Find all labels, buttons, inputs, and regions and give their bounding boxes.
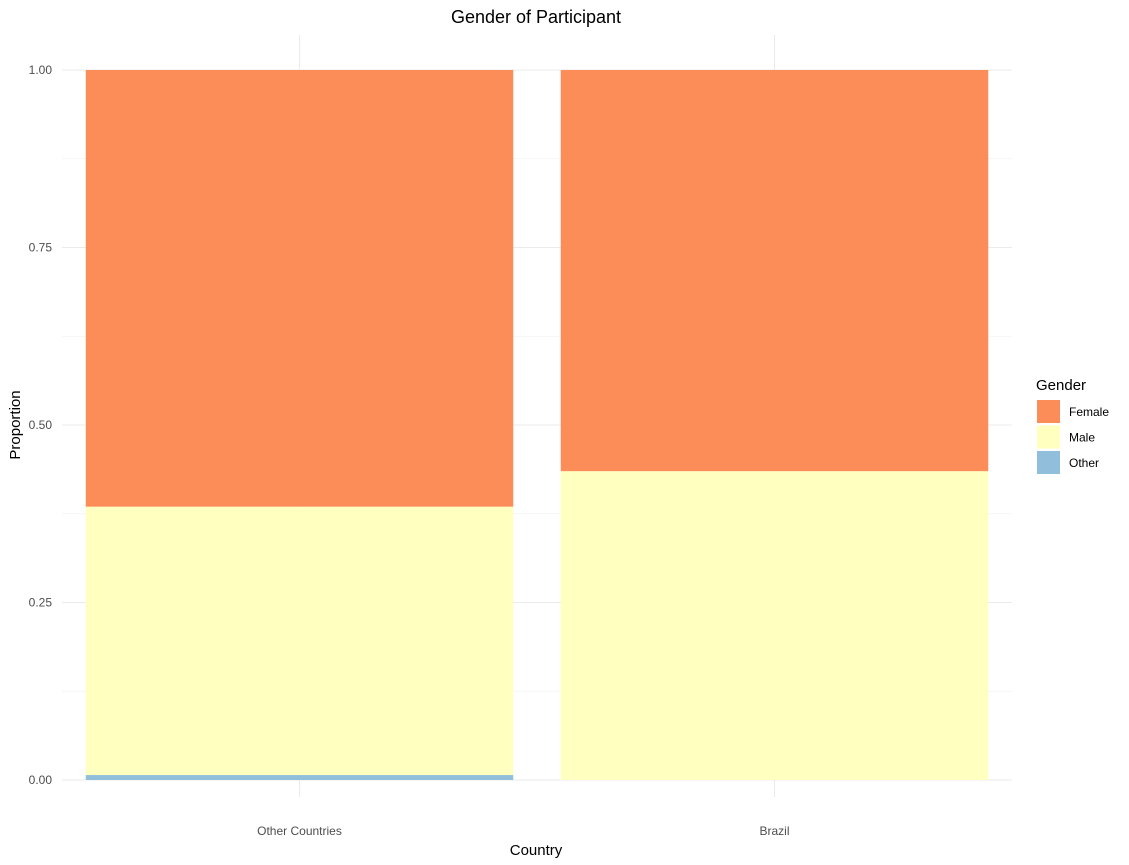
y-axis-title: Proportion <box>7 390 24 459</box>
y-tick-label: 1.00 <box>29 63 53 77</box>
y-tick-labels: 0.00 0.25 0.50 0.75 1.00 <box>29 63 53 787</box>
legend-label-other: Other <box>1069 456 1099 470</box>
legend: Gender Female Male Other <box>1036 377 1109 474</box>
legend-swatch-female <box>1037 400 1060 423</box>
legend-swatch-male <box>1037 425 1060 449</box>
y-tick-label: 0.00 <box>29 773 53 787</box>
bar-segment-other-other-countries <box>85 775 514 780</box>
legend-items: Female Male Other <box>1037 400 1109 474</box>
y-tick-label: 0.75 <box>29 241 53 255</box>
bars-layer <box>85 70 989 780</box>
chart-title: Gender of Participant <box>451 7 621 27</box>
legend-title: Gender <box>1036 377 1086 394</box>
bar-segment-female-other-countries <box>85 70 514 507</box>
x-tick-label: Other Countries <box>257 824 342 838</box>
x-tick-labels: Other Countries Brazil <box>257 824 789 838</box>
legend-swatch-other <box>1037 451 1060 474</box>
x-axis-title: Country <box>510 842 563 859</box>
x-tick-label: Brazil <box>759 824 789 838</box>
bar-segment-male-other-countries <box>85 506 514 776</box>
bar-segment-male-brazil <box>560 471 989 780</box>
y-tick-label: 0.50 <box>29 418 53 432</box>
legend-label-male: Male <box>1069 431 1095 445</box>
legend-label-female: Female <box>1069 405 1109 419</box>
y-tick-label: 0.25 <box>29 596 53 610</box>
bar-segment-female-brazil <box>560 70 989 472</box>
